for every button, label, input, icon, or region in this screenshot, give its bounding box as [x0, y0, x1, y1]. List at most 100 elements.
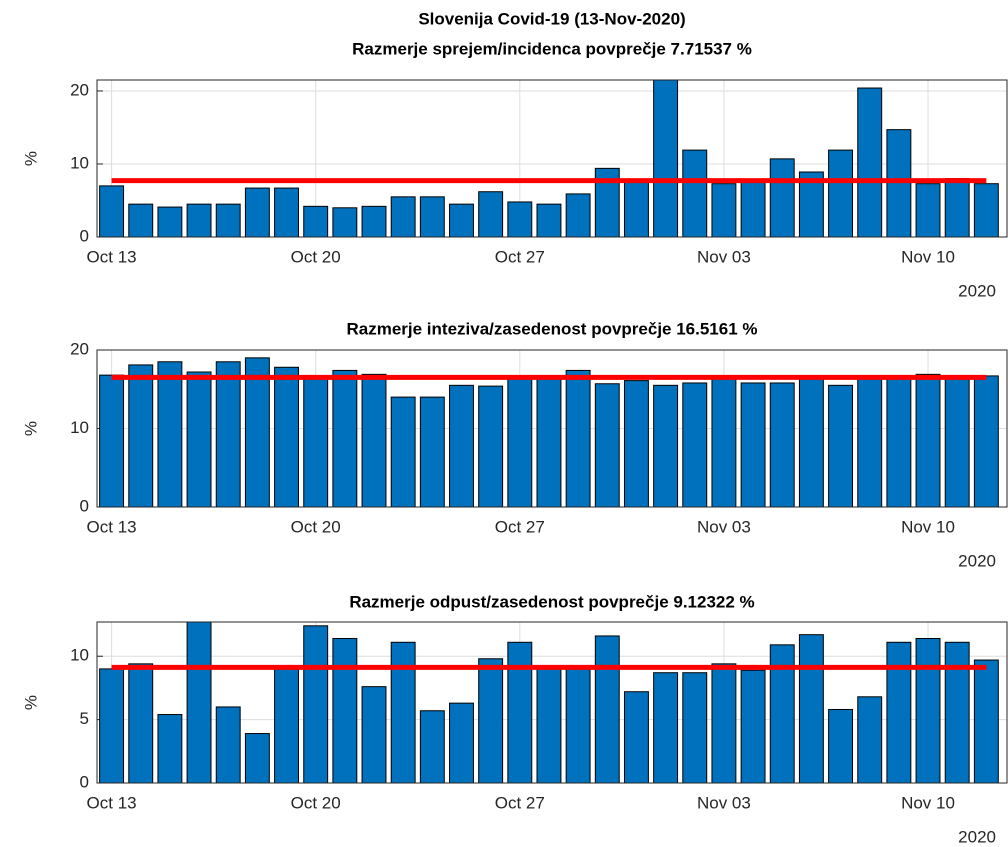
- bar: [740, 669, 766, 784]
- bar: [507, 201, 533, 238]
- chart-title: Razmerje odpust/zasedenost povprečje 9.1…: [349, 592, 754, 611]
- bar: [536, 667, 562, 784]
- bar: [857, 87, 883, 238]
- bar: [361, 205, 387, 238]
- x-tick-label: Nov 03: [697, 793, 751, 812]
- bar: [244, 187, 270, 238]
- bar: [419, 396, 445, 508]
- bar: [682, 149, 708, 238]
- bar: [274, 366, 299, 508]
- bar: [478, 658, 504, 784]
- bar: [244, 733, 270, 784]
- x-tick-label: Oct 20: [291, 793, 341, 812]
- bar: [857, 375, 883, 508]
- bar: [419, 710, 445, 784]
- bar: [973, 183, 999, 238]
- bar: [828, 708, 854, 784]
- bar: [99, 185, 125, 238]
- bar: [565, 193, 591, 238]
- y-axis-label: %: [21, 421, 40, 436]
- figure-title: Slovenija Covid-19 (13-Nov-2020): [418, 9, 685, 28]
- bar: [186, 371, 212, 508]
- bar: [828, 149, 854, 238]
- bar: [157, 714, 183, 784]
- y-tick-label: 5: [80, 709, 89, 728]
- bar: [332, 637, 358, 784]
- x-tick-label: Nov 10: [901, 793, 955, 812]
- bar: [740, 382, 766, 508]
- bar: [390, 396, 416, 508]
- x-tick-label: Oct 27: [495, 247, 545, 266]
- bar: [157, 206, 183, 238]
- bar: [332, 207, 358, 238]
- bar: [478, 385, 504, 508]
- bar: [128, 203, 154, 238]
- bar: [303, 205, 329, 238]
- bar: [390, 641, 416, 784]
- y-tick-label: 0: [80, 496, 89, 515]
- axes-box: [96, 79, 1008, 238]
- bar: [303, 376, 329, 508]
- bar: [944, 641, 970, 784]
- x-tick-label: Oct 27: [495, 517, 545, 536]
- bar: [449, 203, 474, 238]
- bar: [740, 179, 766, 238]
- x-tick-label: Oct 27: [495, 793, 545, 812]
- bar: [186, 203, 212, 238]
- chart-title: Razmerje inteziva/zasedenost povprečje 1…: [346, 319, 757, 338]
- bar: [536, 203, 562, 238]
- y-tick-label: 0: [80, 772, 89, 791]
- x-tick-label: Oct 13: [87, 247, 137, 266]
- x-year-label: 2020: [958, 551, 996, 570]
- bar: [449, 384, 474, 508]
- bar: [128, 364, 154, 508]
- bar: [828, 384, 854, 508]
- bar: [565, 667, 591, 784]
- bar: [915, 637, 941, 784]
- x-tick-label: Nov 03: [697, 517, 751, 536]
- bar: [128, 663, 154, 784]
- bar: [303, 625, 329, 784]
- bar: [565, 369, 591, 508]
- axes-box: [96, 621, 1008, 784]
- bar: [419, 196, 445, 238]
- bar: [332, 369, 358, 508]
- x-tick-label: Oct 13: [87, 517, 137, 536]
- x-year-label: 2020: [958, 827, 996, 846]
- y-tick-label: 10: [70, 153, 89, 172]
- bar: [769, 158, 795, 238]
- bar: [478, 191, 504, 238]
- y-axis-label: %: [21, 151, 40, 166]
- axes-box: [96, 349, 1008, 508]
- bar: [361, 686, 387, 784]
- bar: [886, 375, 912, 508]
- bar: [886, 641, 912, 784]
- y-tick-label: 20: [70, 80, 89, 99]
- bar: [653, 79, 679, 238]
- bar: [682, 672, 708, 784]
- bar: [653, 384, 679, 508]
- bar: [594, 383, 620, 508]
- bar: [536, 375, 562, 508]
- bar: [594, 635, 620, 784]
- bar: [274, 187, 299, 238]
- x-tick-label: Nov 10: [901, 247, 955, 266]
- y-tick-label: 10: [70, 646, 89, 665]
- x-tick-label: Oct 20: [291, 247, 341, 266]
- y-tick-label: 10: [70, 418, 89, 437]
- y-axis-label: %: [21, 695, 40, 710]
- bar: [886, 129, 912, 238]
- bar: [507, 375, 533, 508]
- bar: [186, 621, 212, 784]
- bar: [711, 663, 737, 784]
- bar: [274, 667, 299, 784]
- bar: [857, 696, 883, 784]
- bar: [623, 691, 649, 784]
- bar: [944, 178, 970, 238]
- bar: [244, 357, 270, 508]
- y-tick-label: 0: [80, 226, 89, 245]
- bar: [623, 380, 649, 508]
- chart-title: Razmerje sprejem/incidenca povprečje 7.7…: [352, 39, 752, 58]
- bar: [711, 375, 737, 508]
